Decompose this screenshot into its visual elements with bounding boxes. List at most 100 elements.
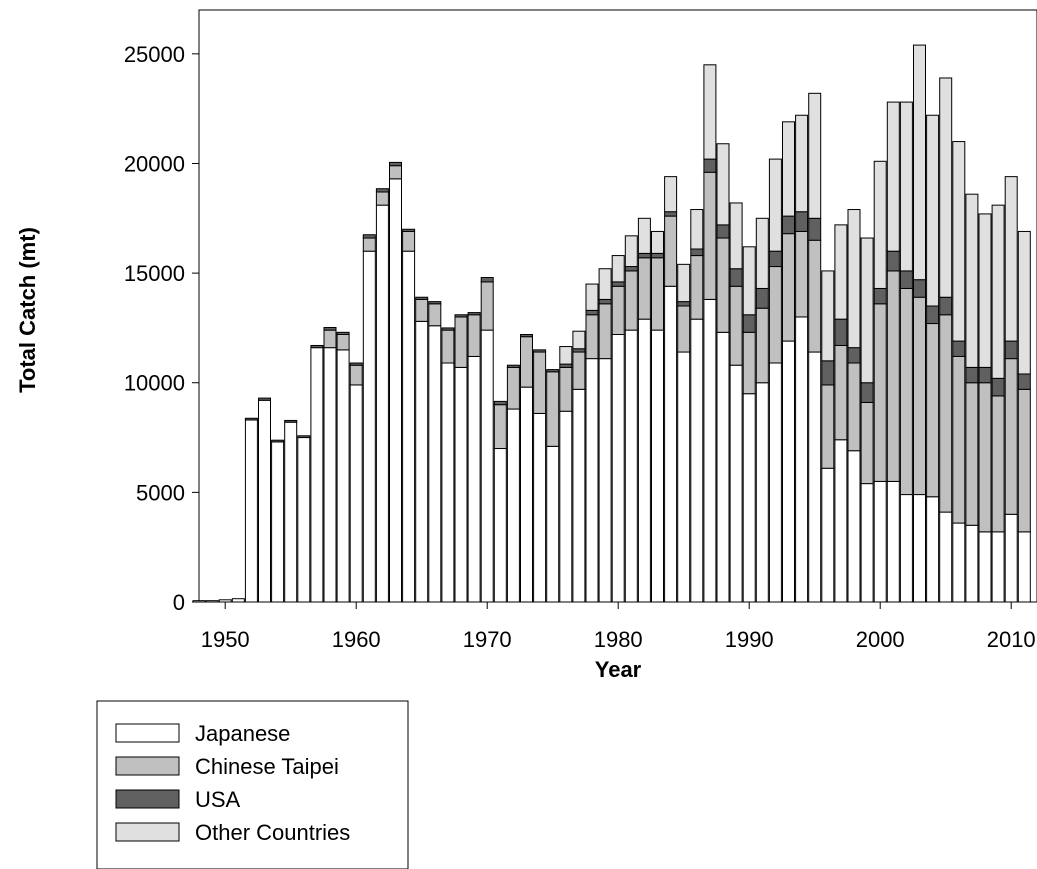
bar-chinese-taipei-2002 <box>899 287 913 496</box>
bar-japanese-2002 <box>899 494 913 603</box>
x-tick-label-2000: 2000 <box>856 627 905 652</box>
bar-usa-2002 <box>899 270 913 289</box>
bar-japanese-2004 <box>926 496 940 603</box>
bar-chinese-taipei-1971 <box>493 404 507 450</box>
x-tick-label-1980: 1980 <box>594 627 643 652</box>
bar-japanese-1993 <box>782 340 795 603</box>
bar-japanese-1996 <box>821 467 835 603</box>
bar-other-countries-2005 <box>939 77 953 298</box>
bar-chinese-taipei-1962 <box>375 191 389 206</box>
bar-chinese-taipei-1996 <box>821 384 835 469</box>
bar-japanese-2008 <box>978 531 992 603</box>
bar-usa-1984 <box>664 211 678 217</box>
bar-usa-1974 <box>533 349 547 353</box>
bar-other-countries-2000 <box>873 160 887 289</box>
bar-chinese-taipei-2007 <box>965 382 979 526</box>
bar-usa-1993 <box>782 215 795 235</box>
bar-chinese-taipei-1973 <box>520 336 533 388</box>
bar-usa-1990 <box>742 314 756 333</box>
bar-chinese-taipei-1985 <box>677 305 691 353</box>
bar-japanese-1990 <box>742 393 756 603</box>
bar-usa-2009 <box>991 377 1005 397</box>
bar-chinese-taipei-1959 <box>336 334 350 351</box>
bar-japanese-2010 <box>1004 513 1018 603</box>
bar-chinese-taipei-1988 <box>716 237 730 333</box>
axes-group: 0 5000 10000 15000 20000 25000 1950 1960 1970 198… <box>124 42 1036 652</box>
bar-chinese-taipei-1987 <box>703 171 717 300</box>
bar-usa-1997 <box>834 318 848 346</box>
bar-usa-1954 <box>271 439 285 443</box>
bar-japanese-1981 <box>624 329 638 603</box>
bar-other-countries-1996 <box>821 270 835 362</box>
bar-chinese-taipei-1976 <box>559 366 573 412</box>
bar-japanese-1950 <box>218 599 232 603</box>
bar-chinese-taipei-1975 <box>546 371 560 447</box>
bar-usa-1999 <box>860 382 874 403</box>
bar-japanese-1995 <box>808 351 822 603</box>
bar-japanese-1951 <box>231 598 245 603</box>
bar-chinese-taipei-1969 <box>467 314 481 357</box>
y-tick-label-10000: 10000 <box>124 371 185 396</box>
bar-japanese-1970 <box>480 329 494 603</box>
x-tick-label-1960: 1960 <box>332 627 381 652</box>
bar-japanese-1983 <box>651 329 664 603</box>
bar-chinese-taipei-1986 <box>690 255 704 320</box>
bar-japanese-1955 <box>284 421 298 603</box>
bar-other-countries-2008 <box>978 213 992 368</box>
bar-japanese-1972 <box>506 408 520 603</box>
bar-chinese-taipei-2011 <box>1017 388 1031 533</box>
bar-other-countries-1987 <box>703 64 717 160</box>
bar-japanese-1965 <box>415 320 429 603</box>
bar-chinese-taipei-1967 <box>441 329 455 364</box>
bar-japanese-1999 <box>860 483 874 603</box>
bar-usa-2001 <box>886 250 900 272</box>
bar-usa-1977 <box>572 348 586 353</box>
bar-usa-2010 <box>1004 340 1018 360</box>
bar-other-countries-1999 <box>860 237 874 384</box>
bar-other-countries-1986 <box>690 209 704 250</box>
bar-usa-1959 <box>336 331 350 335</box>
bar-other-countries-1983 <box>651 230 664 254</box>
bar-other-countries-1997 <box>834 224 848 320</box>
legend-label-chinese-taipei: Chinese Taipei <box>195 754 339 779</box>
bar-chinese-taipei-1977 <box>572 351 586 390</box>
legend-swatch-chinese-taipei <box>115 756 180 776</box>
bar-usa-1996 <box>821 360 835 386</box>
x-tick-label-1990: 1990 <box>725 627 774 652</box>
bar-usa-1982 <box>637 252 651 259</box>
bar-japanese-1973 <box>520 386 533 603</box>
bar-usa-1958 <box>323 326 337 331</box>
bar-other-countries-1980 <box>611 255 625 283</box>
bar-chinese-taipei-1981 <box>624 270 638 331</box>
y-axis-title: Total Catch (mt) <box>15 227 40 393</box>
bar-chinese-taipei-1998 <box>847 362 861 452</box>
bar-japanese-1968 <box>454 366 468 603</box>
x-axis-title: Year <box>595 657 642 682</box>
bar-usa-1957 <box>310 344 324 349</box>
bar-chinese-taipei-1983 <box>651 257 664 331</box>
bar-japanese-1984 <box>664 285 678 603</box>
bar-usa-1971 <box>493 400 507 406</box>
bar-chinese-taipei-1974 <box>533 351 547 414</box>
bar-chinese-taipei-1984 <box>664 215 678 287</box>
bar-usa-1987 <box>703 158 717 173</box>
legend: Japanese Chinese Taipei USA Other Countries <box>96 700 409 869</box>
y-tick-label-20000: 20000 <box>124 151 185 176</box>
bar-usa-1992 <box>768 250 782 268</box>
bar-japanese-1966 <box>428 325 442 603</box>
bar-japanese-1958 <box>323 347 337 603</box>
legend-label-usa: USA <box>195 787 241 812</box>
bar-japanese-1989 <box>729 364 743 603</box>
bar-usa-2005 <box>939 296 953 316</box>
bar-chinese-taipei-1991 <box>755 307 769 384</box>
bar-chinese-taipei-2008 <box>978 382 992 533</box>
bar-chinese-taipei-2003 <box>913 296 926 496</box>
bar-japanese-1991 <box>755 382 769 603</box>
bar-chinese-taipei-2004 <box>926 323 940 498</box>
bar-chinese-taipei-1994 <box>795 230 809 318</box>
bar-other-countries-2011 <box>1017 230 1031 375</box>
bar-usa-1968 <box>454 314 468 318</box>
bar-japanese-1952 <box>244 419 258 603</box>
x-tick-label-1950: 1950 <box>201 627 250 652</box>
bar-other-countries-1993 <box>782 121 795 217</box>
